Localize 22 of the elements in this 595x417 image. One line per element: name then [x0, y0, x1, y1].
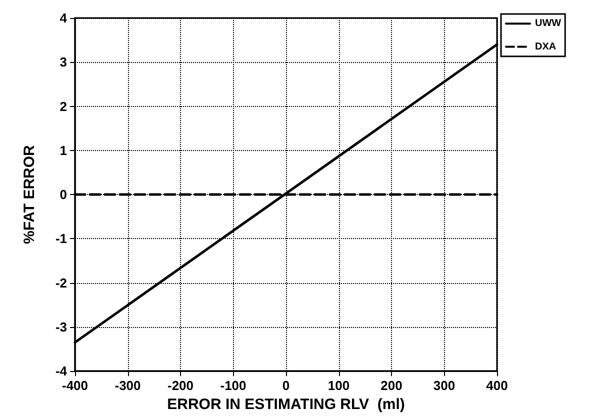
y-tick-label: -2 [55, 275, 67, 290]
legend-label: DXA [535, 41, 556, 52]
x-tick-label: -200 [167, 378, 194, 394]
y-tick-label: 3 [60, 54, 67, 70]
x-axis-title: ERROR IN ESTIMATING RLV (ml) [167, 396, 405, 413]
y-tick-label: 1 [60, 142, 67, 158]
x-tick-label: 200 [380, 378, 402, 394]
x-tick-label: 300 [433, 378, 456, 394]
y-tick-label: 0 [60, 187, 67, 202]
y-tick-label: -1 [55, 231, 67, 246]
x-tick-label: -400 [62, 378, 88, 394]
y-tick-label: -4 [55, 364, 68, 379]
y-tick-label: 4 [60, 10, 68, 26]
x-tick-label: -100 [220, 378, 246, 394]
y-tick-label: 2 [60, 98, 67, 114]
x-tick-label: 400 [486, 378, 508, 394]
x-tick-label: -300 [114, 378, 141, 394]
y-tick-label: -3 [55, 319, 67, 334]
y-axis-title: %FAT ERROR [21, 144, 38, 244]
x-tick-label: 100 [328, 378, 350, 394]
legend-label: UWW [535, 18, 562, 30]
x-tick-label: 0 [282, 378, 290, 394]
